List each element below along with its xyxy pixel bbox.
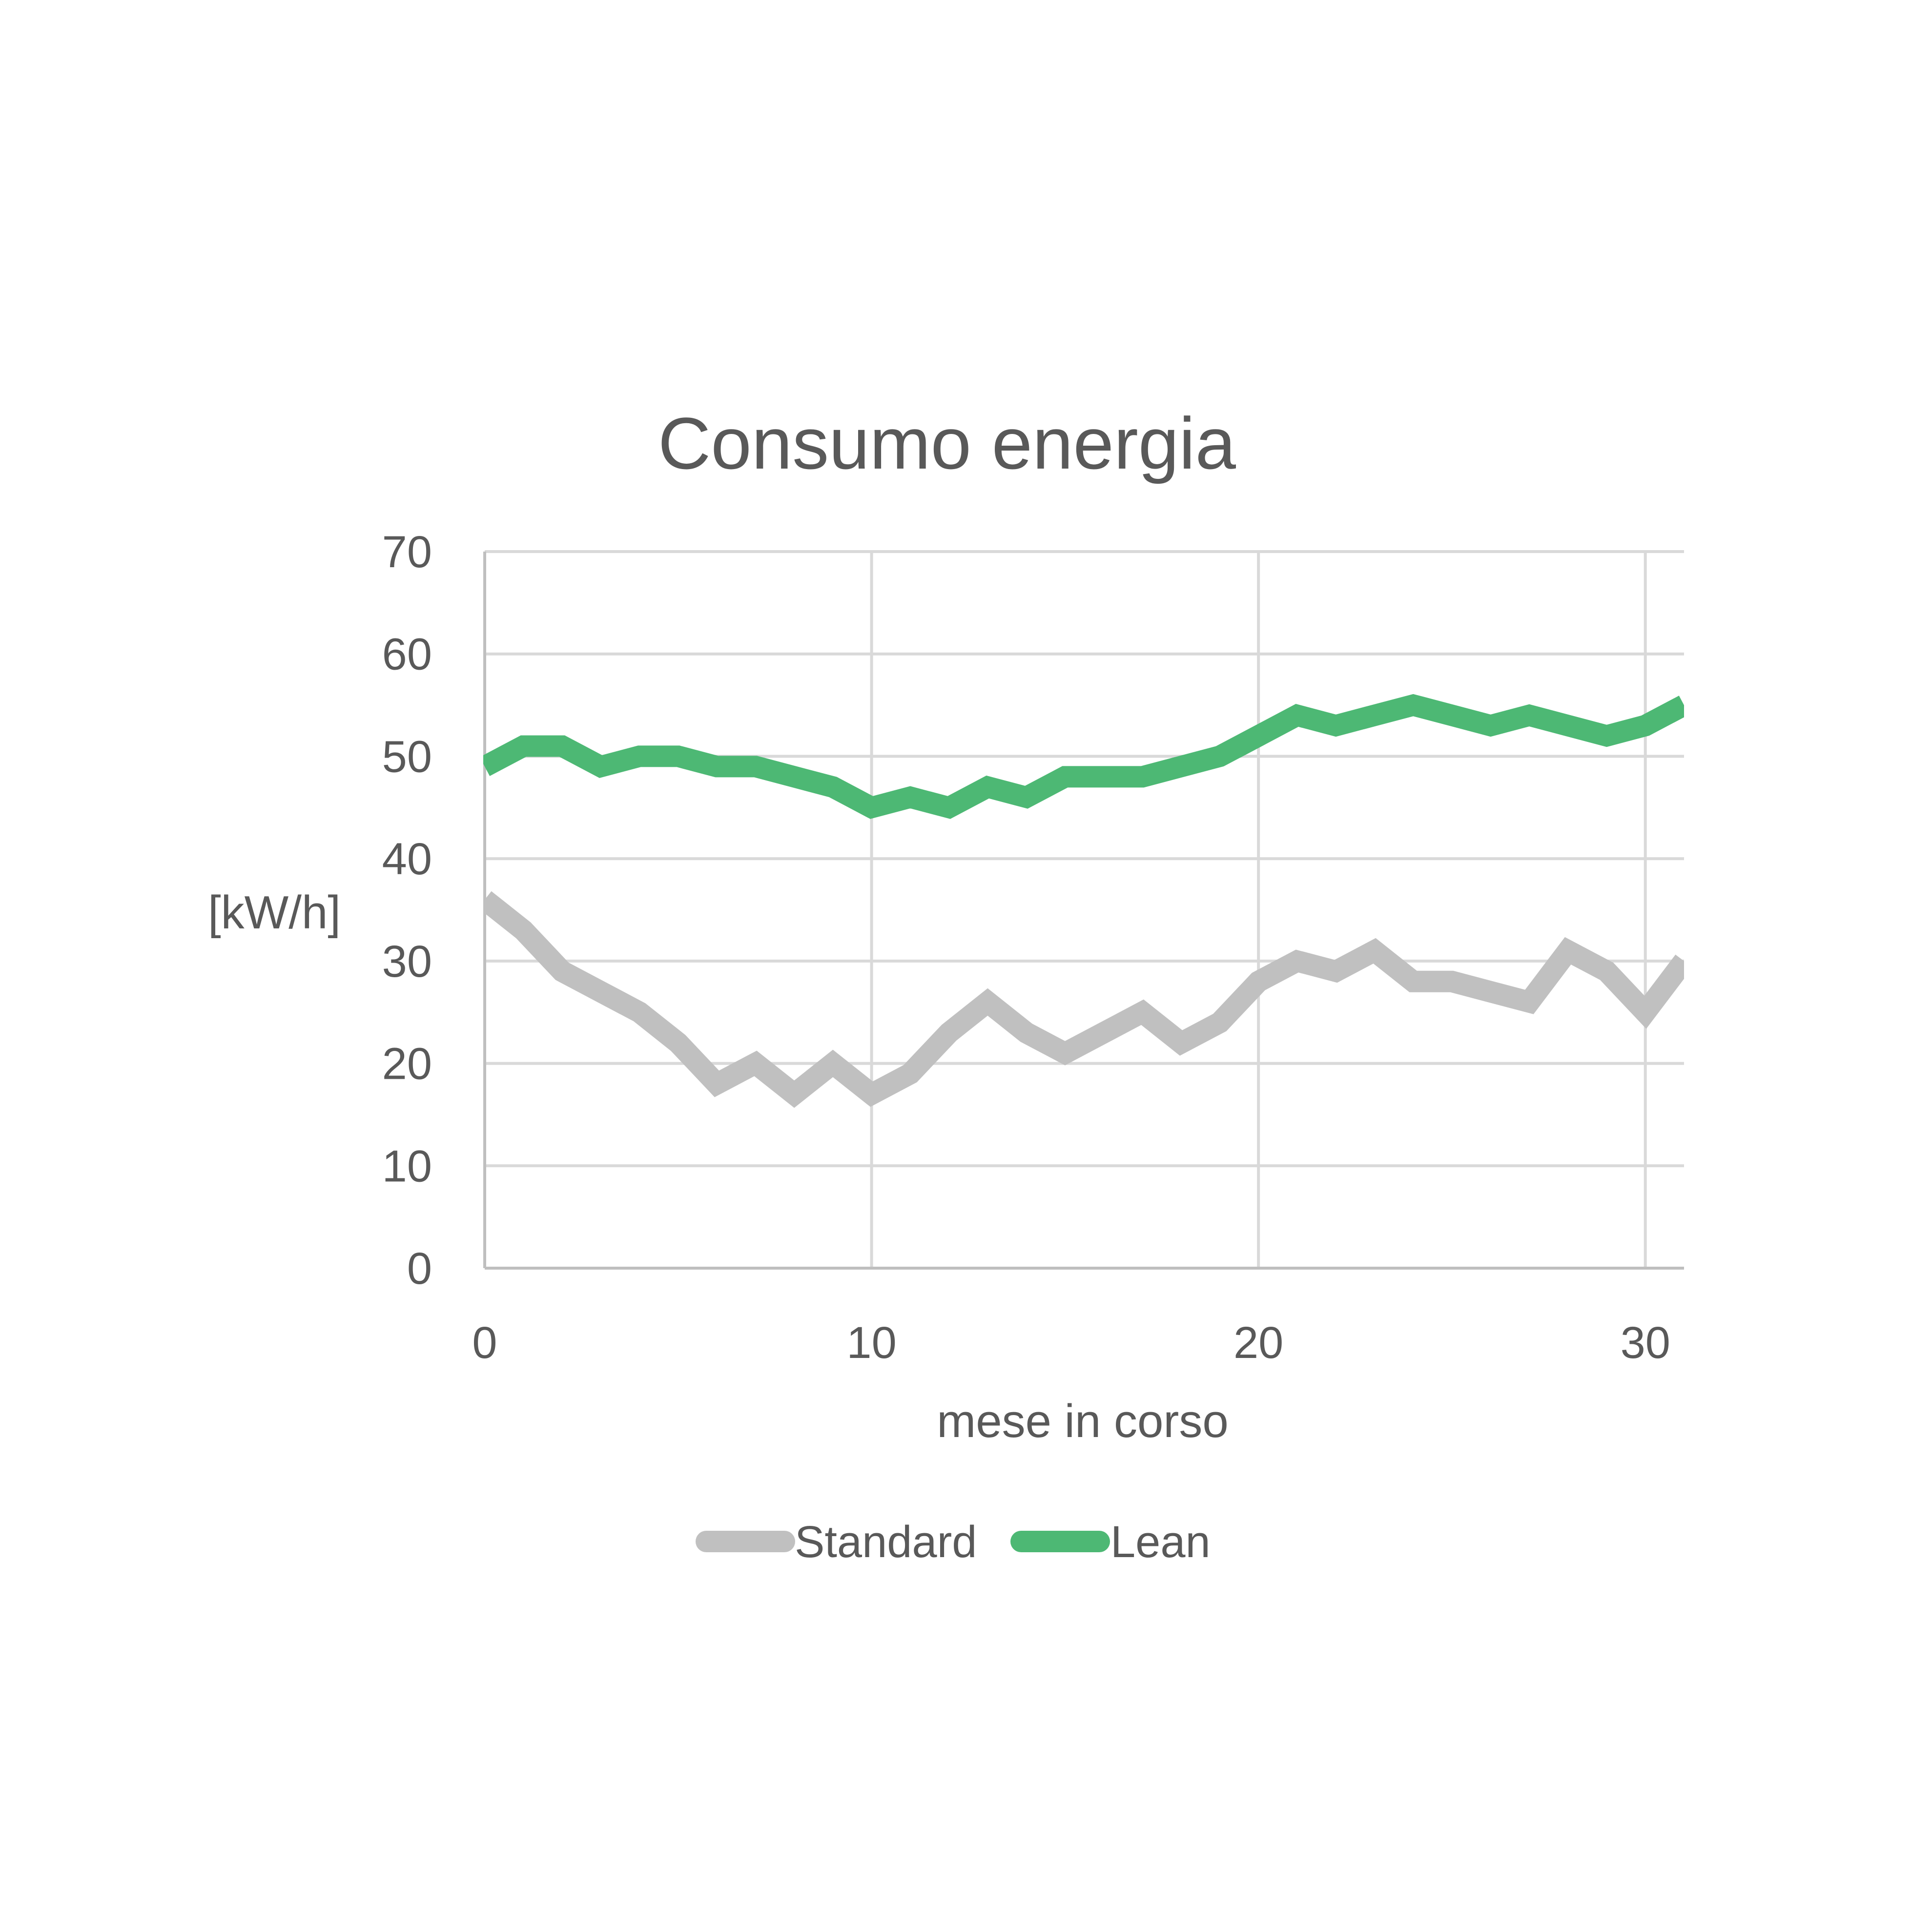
x-axis-title: mese in corso <box>937 1395 1229 1447</box>
x-tick-label: 30 <box>1621 1318 1670 1368</box>
chart-title: Consumo energia <box>658 402 1236 484</box>
legend: Standard Lean <box>696 1517 1211 1567</box>
series-lines <box>483 694 1684 1108</box>
axes <box>483 552 1684 1270</box>
y-tick-label: 60 <box>382 630 432 679</box>
y-tick-labels: 0 10 20 30 40 50 60 70 <box>382 527 432 1294</box>
y-tick-label: 30 <box>382 937 432 987</box>
y-tick-label: 20 <box>382 1039 432 1089</box>
y-tick-label: 0 <box>407 1244 432 1294</box>
x-tick-label: 20 <box>1233 1318 1283 1368</box>
legend-label-standard: Standard <box>795 1517 977 1567</box>
legend-label-lean: Lean <box>1110 1517 1211 1567</box>
y-tick-label: 70 <box>382 527 432 577</box>
y-tick-label: 10 <box>382 1141 432 1191</box>
x-tick-label: 0 <box>472 1318 497 1368</box>
gridlines <box>485 550 1684 1268</box>
y-tick-label: 50 <box>382 732 432 781</box>
y-axis-title: [kW/h] <box>208 886 341 939</box>
y-tick-label: 40 <box>382 834 432 884</box>
series-line-standard <box>483 891 1684 1108</box>
x-tick-label: 10 <box>846 1318 896 1368</box>
series-line-lean <box>483 694 1684 819</box>
x-tick-labels: 0 10 20 30 <box>472 1318 1670 1368</box>
